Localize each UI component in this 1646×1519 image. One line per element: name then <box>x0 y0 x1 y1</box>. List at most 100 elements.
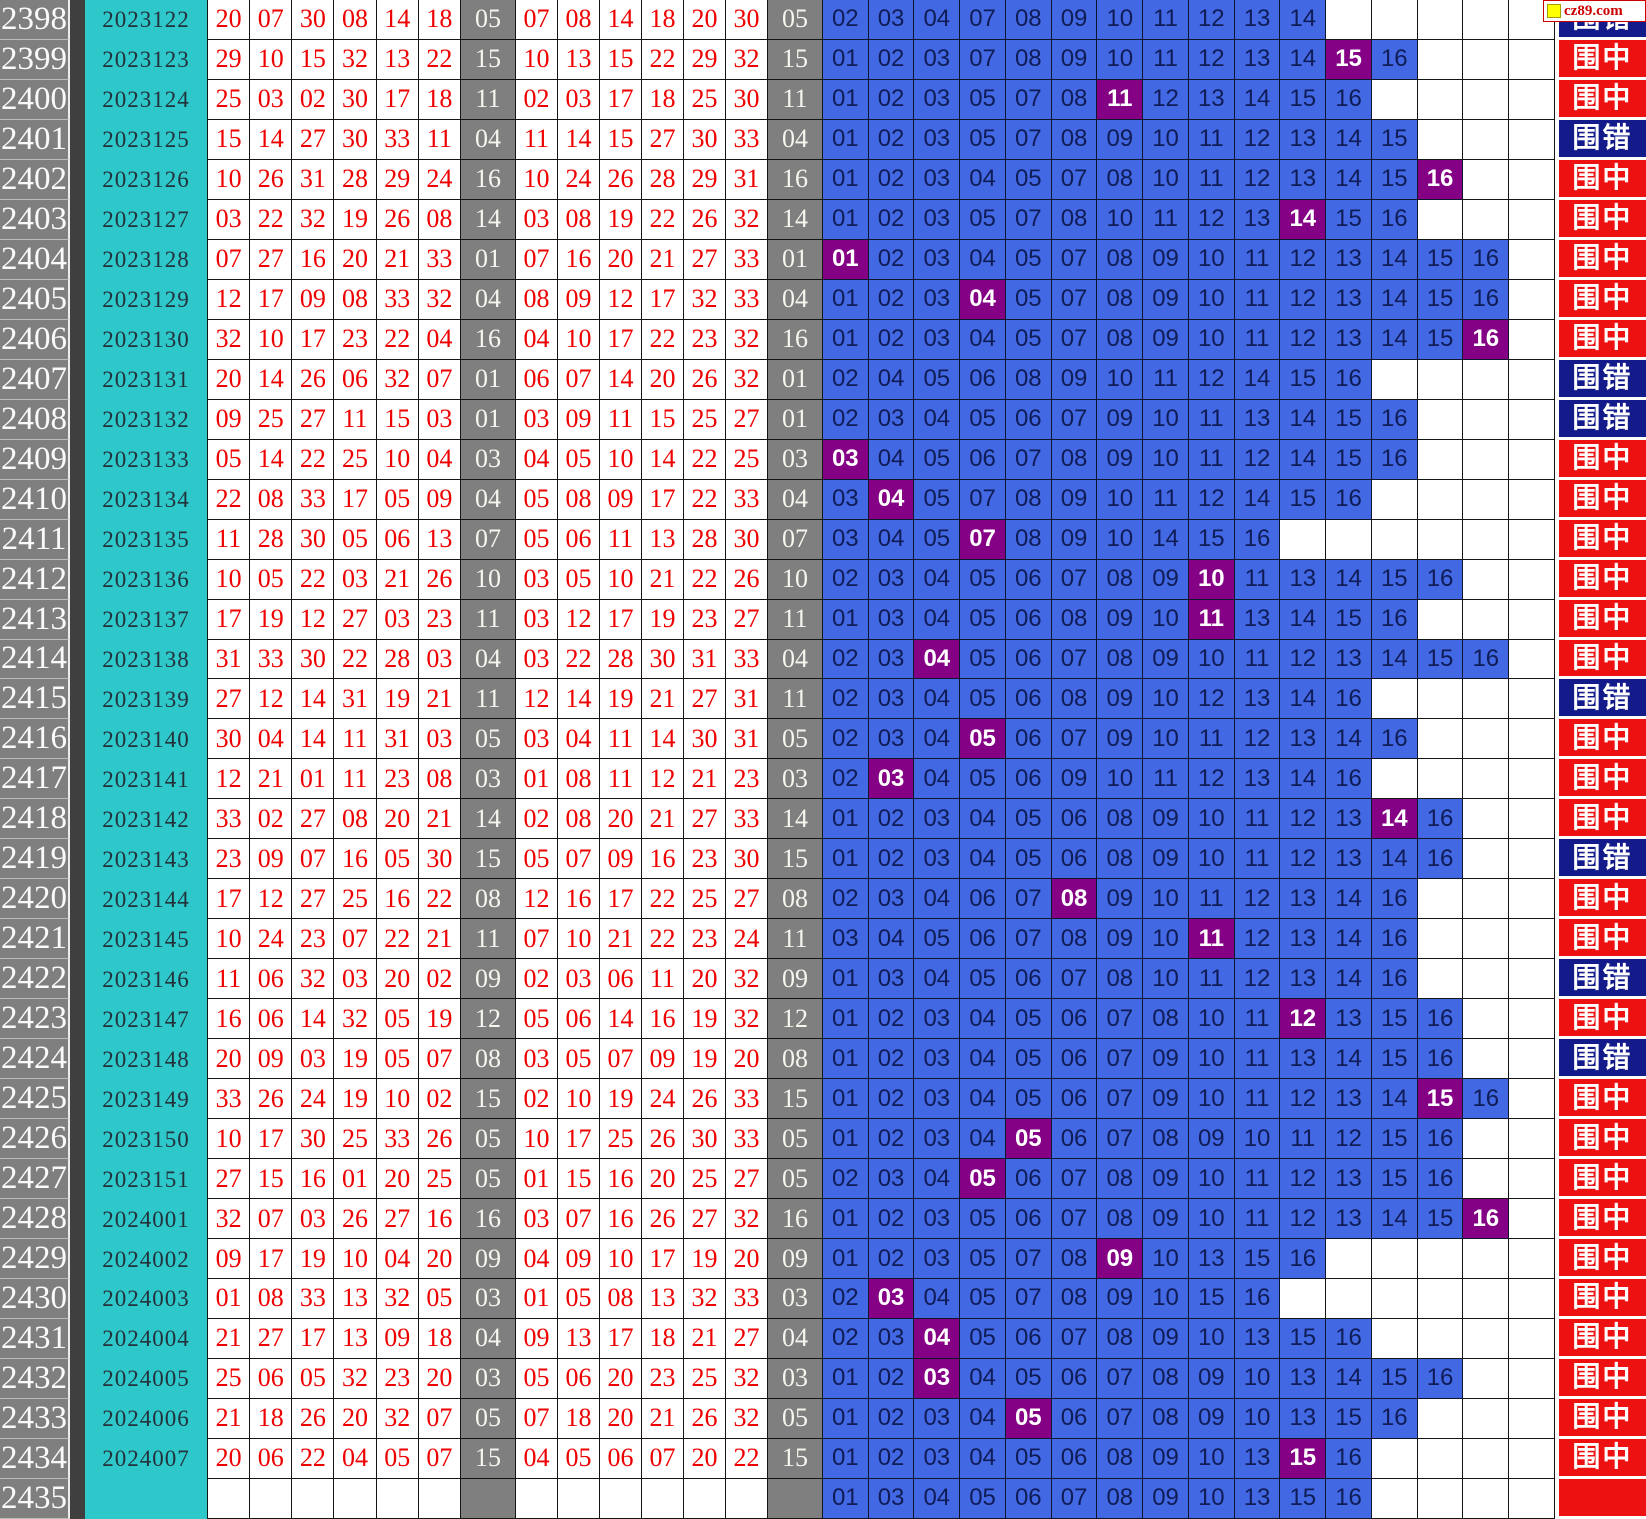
red-ball-sorted-cell: 19 <box>683 1039 726 1080</box>
column-divider <box>70 1039 85 1080</box>
red-ball-draw-cell: 20 <box>376 959 419 1000</box>
grid-cell: 05 <box>914 439 961 480</box>
red-ball-sorted-cell: 09 <box>557 399 600 440</box>
red-ball-sorted-cell: 10 <box>599 439 642 480</box>
column-divider <box>70 919 85 960</box>
grid-cell: 10 <box>1188 319 1235 360</box>
red-ball-draw-cell: 16 <box>418 1199 461 1240</box>
red-ball-draw-cell: 09 <box>250 839 293 880</box>
grid-cell: 04 <box>960 799 1006 840</box>
red-ball-sorted-cell: 30 <box>725 0 768 40</box>
grid-cell-highlight: 03 <box>868 1279 915 1319</box>
red-ball-sorted-cell: 22 <box>683 479 726 520</box>
red-ball-draw-cell: 11 <box>334 719 377 760</box>
result-cell: 围中 <box>1554 439 1646 480</box>
red-ball-draw-cell: 17 <box>250 279 293 320</box>
grid-cell: 05 <box>960 1318 1006 1359</box>
grid-cell: 12 <box>1188 679 1235 720</box>
grid-cell: 06 <box>960 879 1006 920</box>
red-ball-sorted-cell: 19 <box>641 599 684 640</box>
grid-cell: 08 <box>1005 359 1052 400</box>
red-ball-draw-cell: 21 <box>376 559 419 600</box>
grid-cell: 10 <box>1143 719 1189 760</box>
red-ball-sorted-cell: 03 <box>557 79 600 120</box>
red-ball-sorted-cell: 07 <box>557 1199 600 1240</box>
grid-cell: 04 <box>960 839 1006 880</box>
grid-cell: 04 <box>868 439 915 480</box>
blue-ball-cell: 12 <box>460 999 516 1040</box>
blue-ball-cell: 07 <box>767 519 823 560</box>
grid-cell: 08 <box>1097 839 1144 880</box>
grid-cell: 02 <box>868 799 915 840</box>
red-ball-draw-cell: 05 <box>250 559 293 600</box>
result-cell: 围中 <box>1554 319 1646 360</box>
red-ball-sorted-cell: 25 <box>683 399 726 440</box>
red-ball-sorted-cell: 03 <box>557 959 600 1000</box>
grid-cell: 02 <box>822 1318 869 1359</box>
grid-cell: 08 <box>1051 1239 1098 1279</box>
red-ball-draw-cell: 30 <box>334 79 377 120</box>
grid-cell: 05 <box>960 1239 1006 1279</box>
red-ball-draw-cell <box>292 1478 335 1519</box>
grid-cell: 03 <box>868 719 915 760</box>
grid-cell: 11 <box>1234 319 1281 360</box>
red-ball-draw-cell: 17 <box>208 879 251 920</box>
grid-cell: 08 <box>1051 599 1098 640</box>
red-ball-sorted-cell: 24 <box>557 159 600 200</box>
red-ball-sorted-cell: 31 <box>725 719 768 760</box>
red-ball-draw-cell <box>418 1478 461 1519</box>
grid-cell-empty <box>1371 1478 1418 1519</box>
grid-cell-empty <box>1509 999 1555 1040</box>
red-ball-draw-cell: 03 <box>334 559 377 600</box>
grid-cell: 04 <box>914 599 961 640</box>
grid-cell: 10 <box>1188 1039 1235 1080</box>
red-ball-sorted-cell: 27 <box>683 239 726 280</box>
grid-cell: 16 <box>1234 519 1281 560</box>
grid-cell-empty <box>1509 799 1555 840</box>
grid-cell: 09 <box>1051 0 1098 40</box>
grid-cell-highlight: 03 <box>822 439 869 480</box>
red-ball-draw-cell: 25 <box>250 399 293 440</box>
grid-cell: 09 <box>1143 1159 1189 1200</box>
grid-cell-highlight: 07 <box>960 519 1006 560</box>
seq-cell: 2399 <box>0 39 70 80</box>
grid-cell: 07 <box>1051 559 1098 600</box>
red-ball-sorted-cell: 18 <box>641 79 684 120</box>
red-ball-sorted-cell: 17 <box>599 879 642 920</box>
red-ball-draw-cell: 19 <box>334 1039 377 1080</box>
grid-cell: 14 <box>1143 519 1189 560</box>
column-divider <box>70 1119 85 1160</box>
red-ball-sorted-cell: 13 <box>641 1279 684 1319</box>
grid-cell: 10 <box>1143 159 1189 200</box>
grid-cell: 08 <box>1051 79 1098 120</box>
grid-cell-empty <box>1509 1318 1555 1359</box>
red-ball-draw-cell: 07 <box>250 0 293 40</box>
red-ball-draw-cell: 08 <box>250 479 293 520</box>
grid-cell-empty <box>1509 679 1555 720</box>
red-ball-draw-cell: 27 <box>292 399 335 440</box>
grid-cell: 03 <box>914 119 961 160</box>
grid-cell: 04 <box>960 1398 1006 1439</box>
red-ball-draw-cell: 06 <box>250 959 293 1000</box>
red-ball-sorted-cell: 07 <box>557 839 600 880</box>
grid-cell: 02 <box>868 1199 915 1240</box>
grid-cell: 03 <box>914 1398 961 1439</box>
red-ball-draw-cell: 23 <box>208 839 251 880</box>
red-ball-draw-cell: 05 <box>418 1279 461 1319</box>
grid-cell: 09 <box>1051 479 1098 520</box>
red-ball-sorted-cell: 20 <box>683 959 726 1000</box>
seq-cell: 2419 <box>0 839 70 880</box>
period-cell: 2023135 <box>85 519 208 560</box>
red-ball-sorted-cell: 20 <box>599 799 642 840</box>
red-ball-sorted-cell: 05 <box>515 999 558 1040</box>
red-ball-draw-cell: 03 <box>418 399 461 440</box>
blue-ball-cell: 04 <box>460 479 516 520</box>
grid-cell: 07 <box>1005 79 1052 120</box>
grid-cell: 16 <box>1371 399 1418 440</box>
period-cell: 2023141 <box>85 759 208 800</box>
grid-cell-highlight: 04 <box>914 1318 961 1359</box>
red-ball-sorted-cell: 09 <box>515 1318 558 1359</box>
result-cell: 围中 <box>1554 1398 1646 1439</box>
red-ball-draw-cell: 14 <box>292 719 335 760</box>
grid-cell: 09 <box>1143 1478 1189 1519</box>
